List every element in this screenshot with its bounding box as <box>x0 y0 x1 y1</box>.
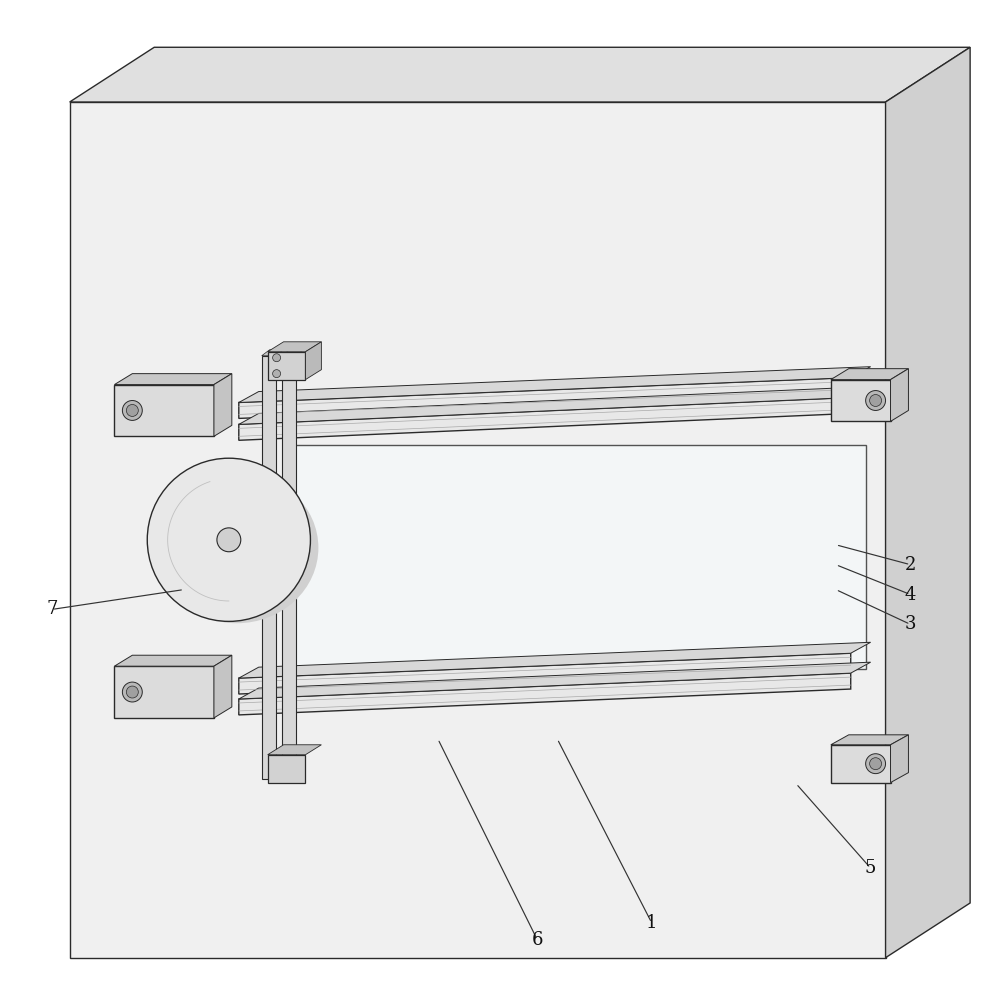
Polygon shape <box>267 745 321 755</box>
Polygon shape <box>890 369 908 421</box>
Polygon shape <box>70 47 969 102</box>
Circle shape <box>217 528 241 552</box>
Polygon shape <box>239 662 870 699</box>
Circle shape <box>126 404 138 416</box>
Polygon shape <box>830 735 908 745</box>
Polygon shape <box>239 367 870 402</box>
Circle shape <box>272 370 280 378</box>
Polygon shape <box>239 673 850 715</box>
Polygon shape <box>830 745 890 783</box>
Circle shape <box>869 395 881 406</box>
Circle shape <box>865 391 885 410</box>
Polygon shape <box>114 655 232 666</box>
Polygon shape <box>830 380 890 421</box>
Text: 5: 5 <box>864 859 876 877</box>
Polygon shape <box>239 653 850 694</box>
Circle shape <box>122 682 142 702</box>
Polygon shape <box>281 350 303 356</box>
Text: 1: 1 <box>645 914 657 932</box>
Polygon shape <box>830 369 908 380</box>
Polygon shape <box>114 666 214 718</box>
Polygon shape <box>239 387 870 424</box>
Text: 6: 6 <box>531 931 543 949</box>
Polygon shape <box>885 47 969 958</box>
Text: 4: 4 <box>904 586 915 604</box>
Circle shape <box>147 458 310 621</box>
Polygon shape <box>214 374 232 436</box>
Polygon shape <box>305 342 321 380</box>
Polygon shape <box>114 385 214 436</box>
Polygon shape <box>890 735 908 783</box>
Polygon shape <box>267 755 305 783</box>
Polygon shape <box>267 342 321 352</box>
Polygon shape <box>239 642 870 678</box>
Polygon shape <box>281 356 295 779</box>
Polygon shape <box>114 374 232 385</box>
Polygon shape <box>70 102 885 958</box>
Circle shape <box>122 400 142 420</box>
Polygon shape <box>283 445 865 669</box>
Circle shape <box>126 686 138 698</box>
Polygon shape <box>239 378 850 418</box>
Circle shape <box>865 754 885 774</box>
Polygon shape <box>267 352 305 380</box>
Text: 3: 3 <box>904 615 915 633</box>
Ellipse shape <box>155 472 318 623</box>
Polygon shape <box>214 655 232 718</box>
Text: 7: 7 <box>46 600 58 618</box>
Polygon shape <box>261 350 283 356</box>
Circle shape <box>869 758 881 770</box>
Polygon shape <box>261 356 275 779</box>
Circle shape <box>272 354 280 362</box>
Text: 2: 2 <box>904 556 915 574</box>
Polygon shape <box>239 398 850 440</box>
